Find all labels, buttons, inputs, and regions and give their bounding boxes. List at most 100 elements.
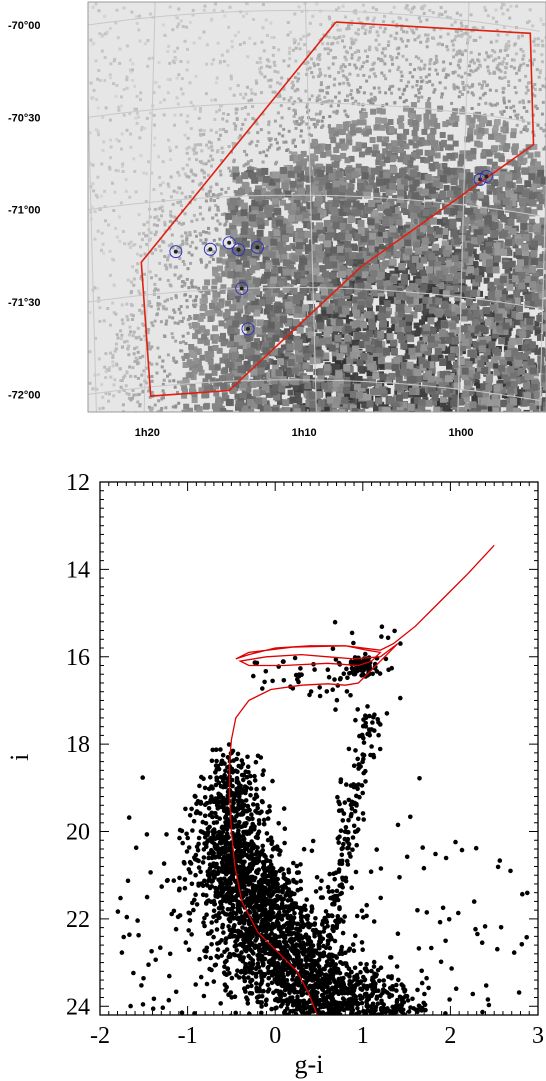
star-point (244, 821, 249, 826)
star-point (369, 969, 374, 974)
star-point (360, 791, 365, 796)
star-point (395, 964, 400, 969)
star-point (202, 994, 207, 999)
sky-map-plot-area (84, 0, 546, 445)
star-point (245, 832, 250, 837)
star-point (248, 774, 253, 779)
star-point (337, 869, 342, 874)
star-point (276, 821, 281, 826)
star-point (433, 852, 438, 857)
star-point (369, 869, 374, 874)
star-point (372, 919, 377, 924)
star-point (240, 810, 245, 815)
star-point (241, 869, 246, 874)
star-point (302, 847, 307, 852)
star-point (287, 986, 292, 991)
star-point (241, 872, 246, 877)
star-point (216, 947, 221, 952)
star-point (264, 998, 269, 1003)
star-point (484, 983, 489, 988)
star-point (292, 971, 297, 976)
star-point (128, 1004, 133, 1009)
star-point (189, 932, 194, 937)
star-point (281, 931, 286, 936)
star-point (356, 827, 361, 832)
star-point (264, 928, 269, 933)
star-point (385, 711, 390, 716)
star-point (419, 969, 424, 974)
star-point (369, 994, 374, 999)
star-point (230, 770, 235, 775)
star-point (389, 955, 394, 960)
star-point (359, 979, 364, 984)
star-point (337, 981, 342, 986)
star-point (355, 1001, 360, 1006)
star-point (372, 964, 377, 969)
star-point (288, 917, 293, 922)
star-point (203, 786, 208, 791)
star-point (244, 892, 249, 897)
star-point (358, 962, 363, 967)
star-point (309, 990, 314, 995)
star-point (311, 968, 316, 973)
star-point (355, 707, 360, 712)
star-point (217, 795, 222, 800)
star-point (201, 776, 206, 781)
star-point (192, 898, 197, 903)
star-point (219, 851, 224, 856)
star-point (287, 955, 292, 960)
star-point (329, 1008, 334, 1013)
star-point (239, 950, 244, 955)
star-point (297, 928, 302, 933)
star-point (226, 907, 231, 912)
star-point (231, 905, 236, 910)
star-point (238, 848, 243, 853)
star-point (268, 948, 273, 953)
star-point (344, 825, 349, 830)
cluster-center (227, 241, 231, 245)
star-point (294, 1012, 299, 1017)
star-point (480, 940, 485, 945)
star-point (172, 878, 177, 883)
star-point (333, 919, 338, 924)
star-point (317, 958, 322, 963)
star-point (319, 879, 324, 884)
star-point (287, 870, 292, 875)
star-point (212, 979, 217, 984)
star-point (208, 956, 213, 961)
star-point (265, 831, 270, 836)
star-point (239, 931, 244, 936)
star-point (330, 996, 335, 1001)
x-tick-label: -1 (178, 1023, 198, 1049)
star-point (134, 845, 139, 850)
star-point (189, 807, 194, 812)
star-point (338, 989, 343, 994)
star-point (300, 914, 305, 919)
star-point (186, 928, 191, 933)
star-point (116, 909, 121, 914)
star-point (285, 997, 290, 1002)
star-point (324, 909, 329, 914)
ra-tick-label: 1h00 (448, 427, 473, 439)
star-point (255, 919, 260, 924)
star-point (270, 839, 275, 844)
star-point (276, 921, 281, 926)
star-point (145, 895, 150, 900)
star-point (230, 867, 235, 872)
star-point (352, 763, 357, 768)
star-point (221, 910, 226, 915)
star-point (237, 975, 242, 980)
star-point (231, 925, 236, 930)
star-point (259, 755, 264, 760)
star-point (395, 1000, 400, 1005)
star-point (246, 1001, 251, 1006)
star-point (338, 859, 343, 864)
star-point (221, 796, 226, 801)
star-point (286, 898, 291, 903)
star-point (213, 963, 218, 968)
star-point (269, 925, 274, 930)
star-point (298, 963, 303, 968)
star-point (174, 927, 179, 932)
star-point (368, 753, 373, 758)
star-point (405, 994, 410, 999)
